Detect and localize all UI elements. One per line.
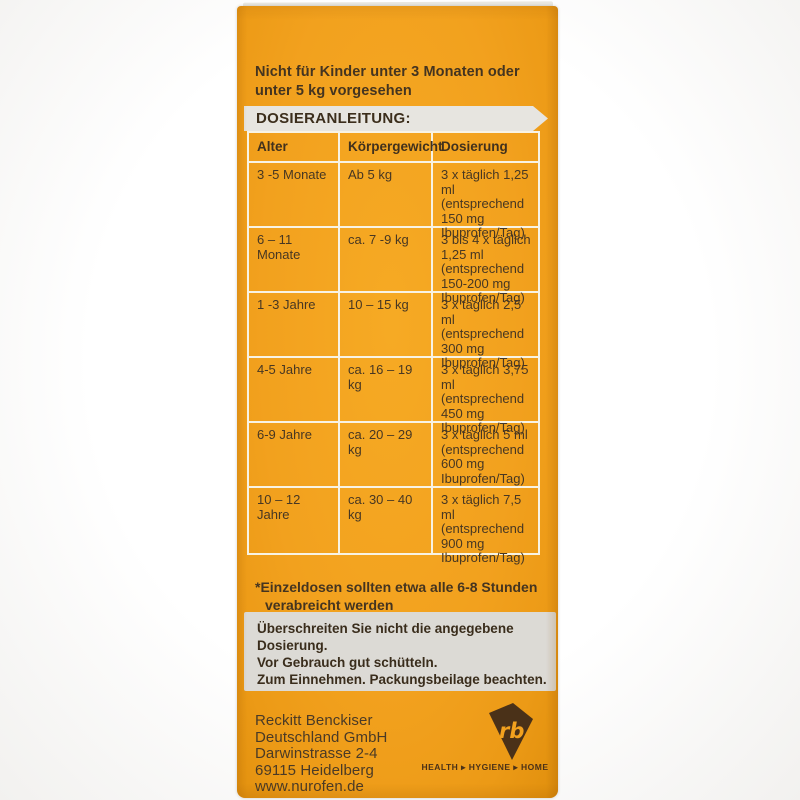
cell-dose: 3 x täglich 1,25 ml (entsprechend 150 mg… [441,167,529,240]
single-dose-footnote: *Einzeldosen sollten etwa alle 6-8 Stund… [255,579,538,613]
manufacturer-address: Reckitt Benckiser Deutschland GmbH Darwi… [255,712,388,795]
table-row: 3 -5 Monate Ab 5 kg 3 x täglich 1,25 ml … [249,163,538,240]
cell-weight: ca. 20 – 29 kg [340,423,433,486]
cell-age: 6-9 Jahre [249,423,340,486]
table-row: 6 – 11 Monate ca. 7 -9 kg 3 bis 4 x tägl… [249,228,538,305]
cell-weight: 10 – 15 kg [340,293,433,356]
cell-age: 6 – 11 Monate [249,228,340,291]
cell-weight: ca. 7 -9 kg [340,228,433,291]
cell-weight: ca. 16 – 19 kg [340,358,433,421]
table-row: 4-5 Jahre ca. 16 – 19 kg 3 x täglich 3,7… [249,358,538,435]
cell-dose: 3 bis 4 x täglich 1,25 ml (entsprechend … [441,232,531,305]
cell-age: 1 -3 Jahre [249,293,340,356]
medicine-box-back-panel: Nicht für Kinder unter 3 Monaten oder un… [237,6,558,798]
header-cell-dosierung: Dosierung [441,139,508,154]
cell-weight: Ab 5 kg [340,163,433,226]
cell-age: 3 -5 Monate [249,163,340,226]
table-row: 1 -3 Jahre 10 – 15 kg 3 x täglich 2,5 ml… [249,293,538,370]
cell-dose: 3 x täglich 5 ml (entsprechend 600 mg Ib… [441,427,528,486]
rb-logo-icon: rb [489,703,533,760]
dosage-table: Alter Körpergewicht Dosierung 3 -5 Monat… [247,131,540,565]
cell-dose: 3 x täglich 7,5 ml (entsprechend 900 mg … [441,492,525,565]
dosage-banner-title: DOSIERANLEITUNG: [256,110,411,127]
cell-age: 10 – 12 Jahre [249,488,340,553]
rb-tagline: HEALTH ▸ HYGIENE ▸ HOME [421,762,549,772]
cell-dose: 3 x täglich 2,5 ml (entsprechend 300 mg … [441,297,525,370]
header-cell-alter: Alter [249,133,340,161]
header-cell-koerpergewicht: Körpergewicht [340,133,443,161]
table-row: 10 – 12 Jahre ca. 30 – 40 kg 3 x täglich… [249,488,538,565]
cell-weight: ca. 30 – 40 kg [340,488,433,553]
table-row: 6-9 Jahre ca. 20 – 29 kg 3 x täglich 5 m… [249,423,538,488]
rb-monogram: rb [499,719,524,743]
table-header-row: Alter Körpergewicht Dosierung [249,133,538,163]
dosage-banner: DOSIERANLEITUNG: [244,106,548,131]
age-warning-text: Nicht für Kinder unter 3 Monaten oder un… [255,64,520,99]
caution-box: Überschreiten Sie nicht die angegebene D… [244,612,556,691]
cell-dose: 3 x täglich 3,75 ml (entsprechend 450 mg… [441,362,529,435]
cell-age: 4-5 Jahre [249,358,340,421]
